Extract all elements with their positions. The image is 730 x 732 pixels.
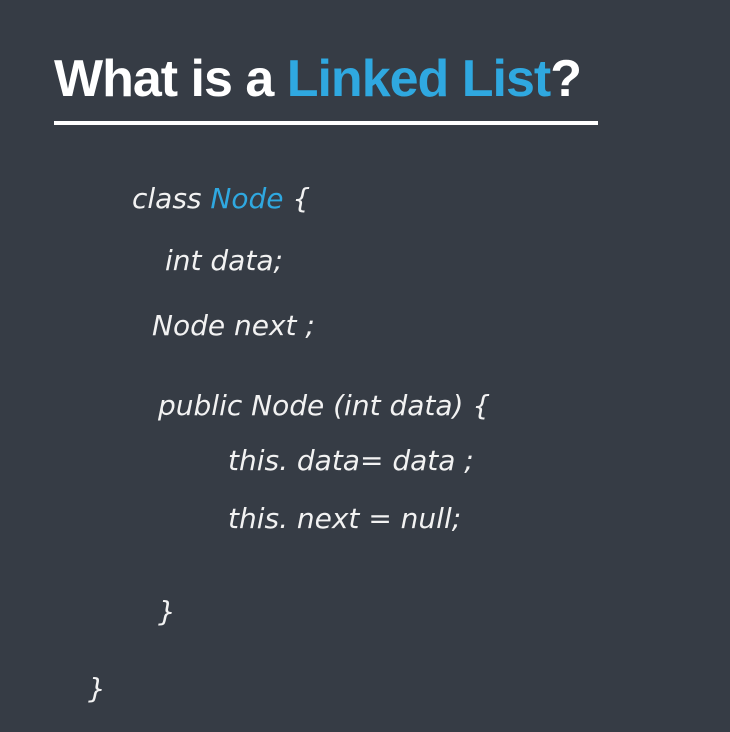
code-line-next-field: Node next ;	[152, 309, 315, 342]
code-line-data-field: int data;	[165, 244, 283, 277]
slide-title: What is a Linked List?	[54, 50, 582, 110]
open-brace: {	[283, 182, 311, 215]
class-name: Node	[210, 182, 284, 215]
code-line-class-declaration: class Node {	[132, 185, 310, 213]
code-line-constructor: public Node (int data) {	[158, 389, 491, 422]
title-underline	[54, 121, 598, 125]
code-line-assign-data: this. data= data ;	[228, 444, 474, 477]
code-line-class-close: }	[88, 672, 106, 705]
code-line-constructor-close: }	[158, 595, 176, 628]
title-prefix: What is a	[54, 50, 287, 108]
code-line-assign-next: this. next = null;	[228, 502, 462, 535]
title-highlight: Linked List	[286, 50, 551, 108]
title-suffix: ?	[550, 50, 582, 108]
class-keyword: class	[132, 182, 211, 215]
